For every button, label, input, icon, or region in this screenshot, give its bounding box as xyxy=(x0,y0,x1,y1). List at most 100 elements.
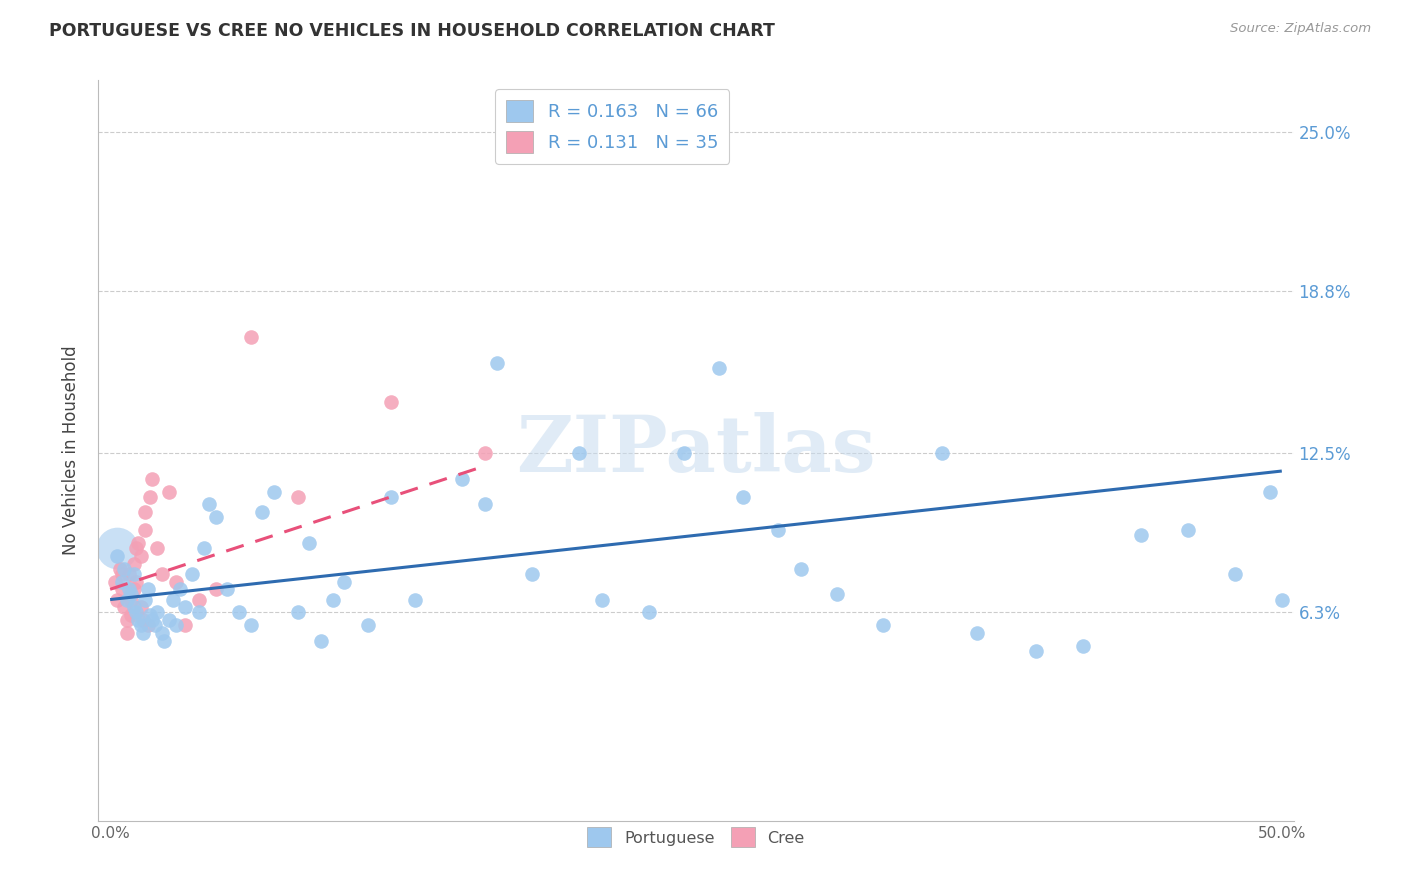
Portuguese xyxy=(404,592,426,607)
Cree xyxy=(380,394,402,409)
Portuguese xyxy=(252,505,274,519)
Cree xyxy=(127,536,149,550)
Portuguese xyxy=(228,606,250,620)
Portuguese xyxy=(112,562,135,576)
Portuguese xyxy=(193,541,215,556)
Point xyxy=(105,541,128,556)
Portuguese xyxy=(638,606,661,620)
Portuguese xyxy=(1271,592,1294,607)
Portuguese xyxy=(105,549,128,563)
Portuguese xyxy=(153,633,176,648)
Portuguese xyxy=(322,592,344,607)
Cree xyxy=(141,472,163,486)
Cree xyxy=(204,582,226,597)
Portuguese xyxy=(450,472,472,486)
Portuguese xyxy=(181,566,204,581)
Portuguese xyxy=(520,566,543,581)
Portuguese xyxy=(790,562,813,576)
Portuguese xyxy=(143,618,166,632)
Portuguese xyxy=(111,574,134,589)
Portuguese xyxy=(204,510,226,524)
Portuguese xyxy=(309,633,332,648)
Portuguese xyxy=(139,607,162,622)
Cree xyxy=(136,618,159,632)
Cree xyxy=(115,613,138,627)
Portuguese xyxy=(731,490,754,504)
Portuguese xyxy=(118,582,141,597)
Portuguese xyxy=(1130,528,1153,542)
Portuguese xyxy=(157,613,180,627)
Cree xyxy=(122,557,145,571)
Portuguese xyxy=(127,613,149,627)
Cree xyxy=(139,490,162,504)
Portuguese xyxy=(165,618,187,632)
Cree xyxy=(287,490,309,504)
Portuguese xyxy=(188,606,211,620)
Cree xyxy=(129,549,152,563)
Y-axis label: No Vehicles in Household: No Vehicles in Household xyxy=(62,345,80,556)
Text: PORTUGUESE VS CREE NO VEHICLES IN HOUSEHOLD CORRELATION CHART: PORTUGUESE VS CREE NO VEHICLES IN HOUSEH… xyxy=(49,22,775,40)
Cree xyxy=(134,505,156,519)
Portuguese xyxy=(298,536,321,550)
Portuguese xyxy=(966,626,988,640)
Portuguese xyxy=(568,446,591,460)
Portuguese xyxy=(120,587,142,601)
Portuguese xyxy=(134,592,156,607)
Portuguese xyxy=(872,618,894,632)
Portuguese xyxy=(197,498,219,512)
Portuguese xyxy=(931,446,953,460)
Portuguese xyxy=(122,566,145,581)
Cree xyxy=(125,574,148,589)
Portuguese xyxy=(136,582,159,597)
Cree xyxy=(122,582,145,597)
Portuguese xyxy=(673,446,696,460)
Portuguese xyxy=(485,356,508,370)
Portuguese xyxy=(591,592,613,607)
Portuguese xyxy=(263,484,285,499)
Cree xyxy=(112,600,135,615)
Portuguese xyxy=(132,626,155,640)
Cree xyxy=(115,626,138,640)
Cree xyxy=(165,574,187,589)
Portuguese xyxy=(1071,639,1094,653)
Cree xyxy=(146,541,169,556)
Portuguese xyxy=(146,606,169,620)
Cree xyxy=(150,566,173,581)
Portuguese xyxy=(239,618,262,632)
Portuguese xyxy=(709,361,731,376)
Portuguese xyxy=(174,600,197,615)
Portuguese xyxy=(150,626,173,640)
Cree xyxy=(125,541,148,556)
Portuguese xyxy=(474,498,496,512)
Cree xyxy=(132,613,155,627)
Cree xyxy=(111,566,134,581)
Portuguese xyxy=(115,592,138,607)
Portuguese xyxy=(825,587,848,601)
Text: Source: ZipAtlas.com: Source: ZipAtlas.com xyxy=(1230,22,1371,36)
Portuguese xyxy=(1258,484,1281,499)
Cree xyxy=(118,566,141,581)
Portuguese xyxy=(169,582,191,597)
Cree xyxy=(104,574,127,589)
Cree xyxy=(105,592,128,607)
Cree xyxy=(174,618,197,632)
Portuguese xyxy=(287,606,309,620)
Cree xyxy=(239,330,262,344)
Portuguese xyxy=(129,618,152,632)
Cree xyxy=(111,582,134,597)
Cree xyxy=(120,592,142,607)
Portuguese xyxy=(333,574,356,589)
Cree xyxy=(108,562,131,576)
Portuguese xyxy=(357,618,380,632)
Legend: Portuguese, Cree: Portuguese, Cree xyxy=(581,822,811,854)
Portuguese xyxy=(1025,644,1047,658)
Portuguese xyxy=(1223,566,1246,581)
Cree xyxy=(120,607,142,622)
Portuguese xyxy=(125,606,148,620)
Portuguese xyxy=(380,490,402,504)
Portuguese xyxy=(766,523,789,537)
Cree xyxy=(157,484,180,499)
Cree xyxy=(474,446,496,460)
Portuguese xyxy=(141,613,163,627)
Cree xyxy=(129,600,152,615)
